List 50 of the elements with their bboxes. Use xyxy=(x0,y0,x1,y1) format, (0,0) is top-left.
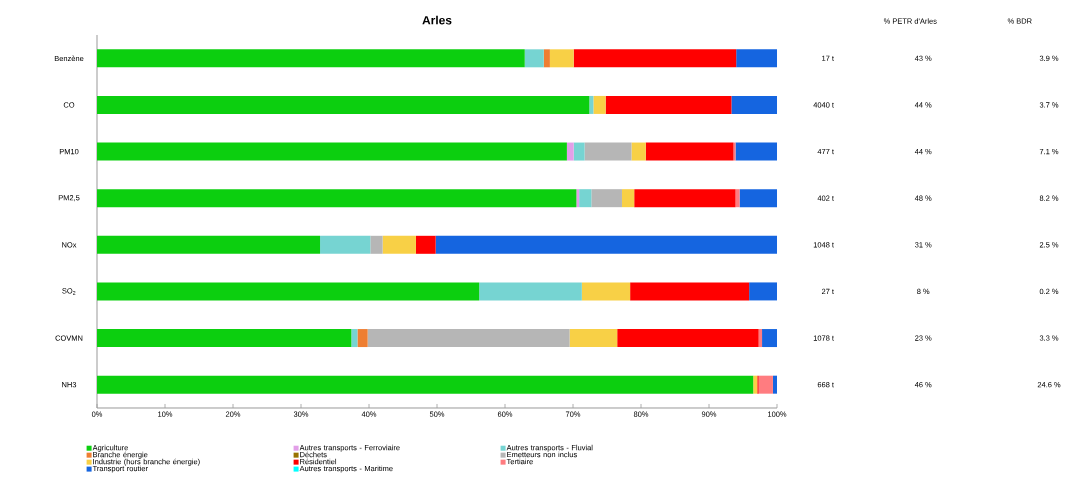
bar xyxy=(367,329,570,348)
bar xyxy=(735,189,740,208)
bar xyxy=(733,142,736,161)
bar xyxy=(97,49,525,68)
chart-title: Arles xyxy=(422,15,452,25)
bar xyxy=(593,95,606,114)
bar xyxy=(581,282,631,301)
bar xyxy=(97,189,577,208)
bar xyxy=(573,49,737,68)
bar xyxy=(549,49,574,68)
bar xyxy=(370,235,383,254)
bar xyxy=(97,142,567,161)
bar xyxy=(591,189,622,208)
bar xyxy=(320,235,371,254)
bar xyxy=(97,329,352,348)
bar xyxy=(589,95,594,114)
bar xyxy=(382,235,416,254)
bar xyxy=(97,282,480,301)
bar xyxy=(351,329,358,348)
bar xyxy=(645,142,734,161)
bar xyxy=(634,189,736,208)
bar xyxy=(762,329,778,348)
bar xyxy=(576,189,580,208)
bar xyxy=(566,142,574,161)
bar xyxy=(605,95,732,114)
bar xyxy=(758,375,773,394)
bar xyxy=(749,282,778,301)
bar xyxy=(631,142,646,161)
bar xyxy=(736,49,778,68)
bar xyxy=(573,142,585,161)
bar xyxy=(739,189,778,208)
bar xyxy=(543,49,550,68)
bar xyxy=(97,95,590,114)
bar xyxy=(579,189,592,208)
bar xyxy=(731,95,778,114)
bar xyxy=(97,375,754,394)
bar xyxy=(621,189,635,208)
bar xyxy=(772,375,778,394)
bar xyxy=(415,235,436,254)
bar xyxy=(617,329,759,348)
bar xyxy=(97,235,321,254)
bar xyxy=(584,142,632,161)
bar xyxy=(524,49,544,68)
bar xyxy=(569,329,618,348)
bar xyxy=(357,329,368,348)
bar xyxy=(435,235,778,254)
bar xyxy=(479,282,582,301)
bar xyxy=(735,142,778,161)
bar xyxy=(753,375,758,394)
bar xyxy=(630,282,750,301)
